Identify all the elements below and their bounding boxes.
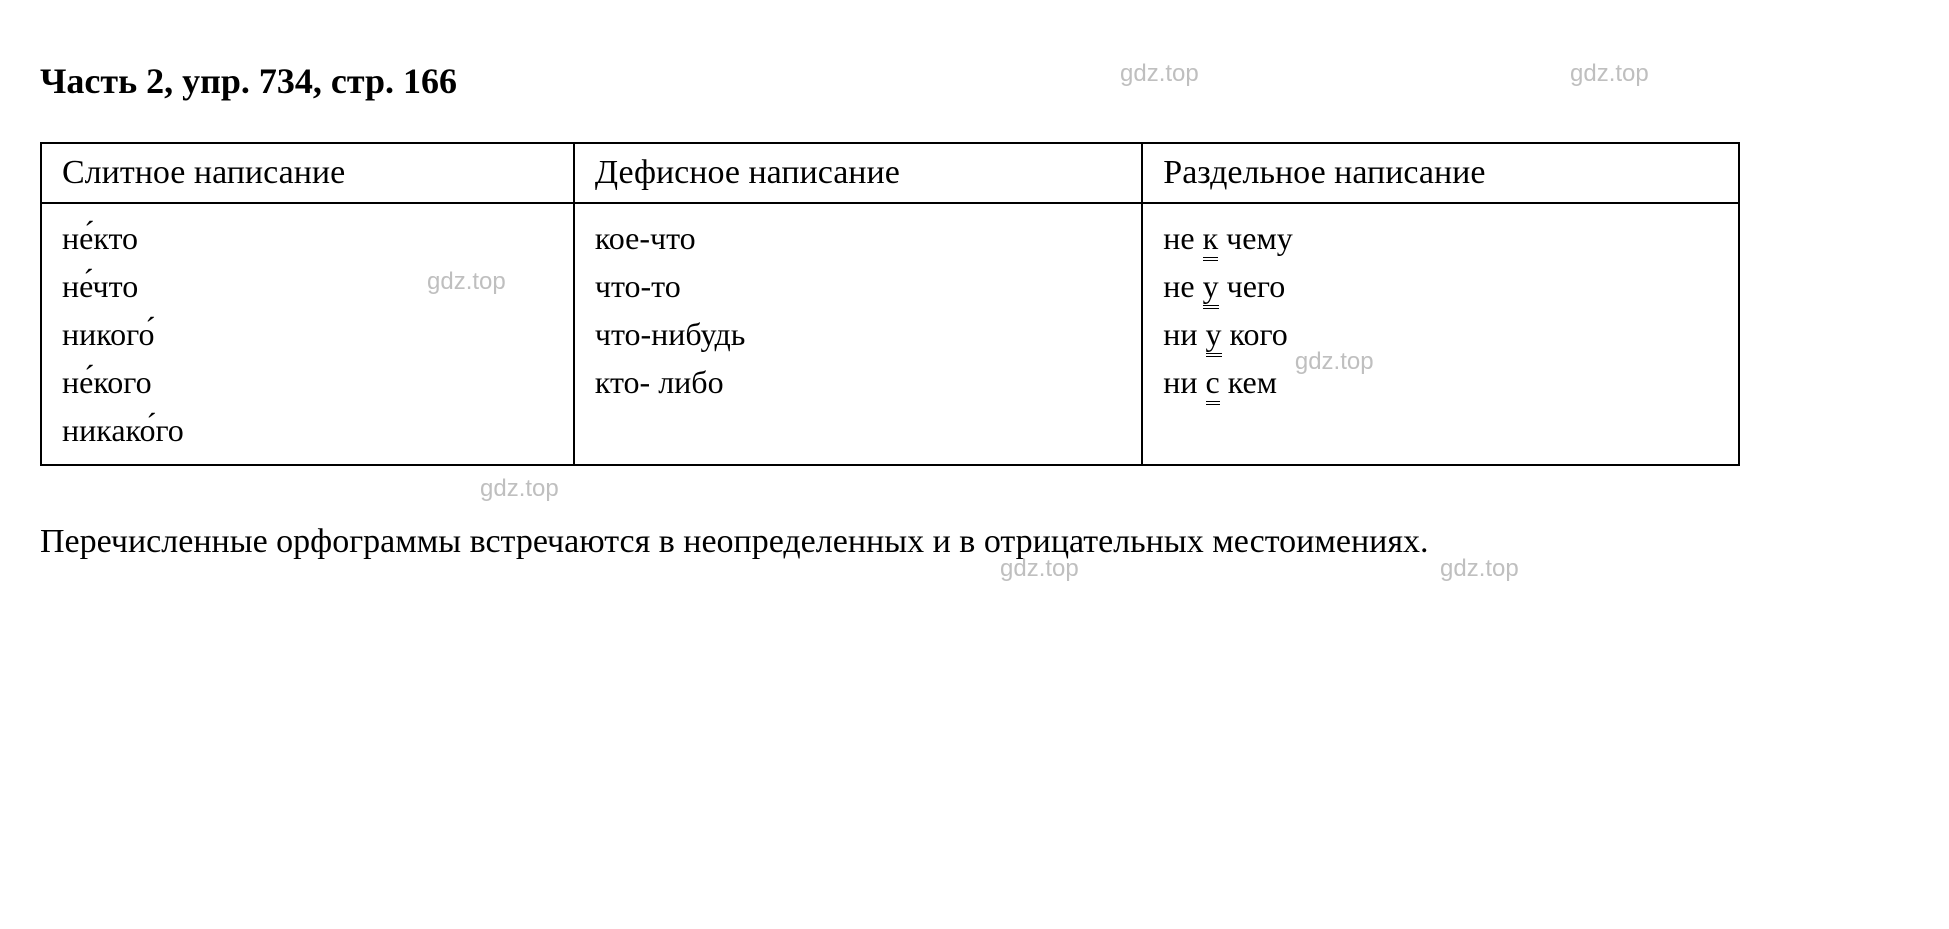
word-line: не к чему [1163,214,1718,262]
text-fragment: н [62,268,79,304]
watermark-footer-0: gdz.top [480,471,559,507]
watermark-cell-1: gdz.top [427,264,506,300]
cell-body: gdz.top нкто нчто никог нкого никакго [62,214,553,454]
accented-e-icon [79,268,92,304]
word-line: нкто [62,214,553,262]
text-fragment: не [1163,220,1202,256]
double-underline: с [1206,364,1220,405]
text-fragment: ни [1163,316,1205,352]
cell-merged: gdz.top нкто нчто никог нкого никакго [41,203,574,465]
word-line: не у чего [1163,262,1718,310]
text-fragment: чего [1219,268,1286,304]
text-fragment: кого [1222,316,1288,352]
watermark-footer-1: gdz.top [1000,551,1079,587]
table-row: gdz.top нкто нчто никог нкого никакго gd… [41,203,1739,465]
heading-row: Часть 2, упр. 734, стр. 166 gdz.top gdz.… [40,60,1740,102]
text-fragment: кто [93,220,138,256]
text-fragment: никак [62,412,139,448]
watermark-footer-2: gdz.top [1440,551,1519,587]
text-fragment: н [62,220,79,256]
cell-hyphen: gdz.top кое-что что-то что-нибудь кто- л… [574,203,1142,465]
footer-text-content: Перечисленные орфограммы встречаются в н… [40,523,1429,560]
cell-body: gdz.top кое-что что-то что-нибудь кто- л… [595,214,1121,406]
text-fragment: кого [93,364,151,400]
text-fragment: кем [1220,364,1277,400]
watermark-top-2: gdz.top [1570,60,1649,88]
text-fragment: ни [1163,364,1205,400]
word-line: никакго [62,406,553,454]
cell-separate: gdz.top не к чему не у чего ни у кого ни… [1142,203,1739,465]
col-header-hyphen: Дефисное написание [574,143,1142,203]
word-line: нкого [62,358,553,406]
text-fragment: не [1163,268,1202,304]
footer-paragraph: gdz.top gdz.top gdz.top Перечисленные ор… [40,516,1740,567]
orthography-table: Слитное написание Дефисное написание Раз… [40,142,1740,466]
double-underline: у [1203,268,1219,309]
col-header-merged: Слитное написание [41,143,574,203]
text-fragment: н [62,364,79,400]
text-fragment: чему [1218,220,1293,256]
word-line: никог [62,310,553,358]
word-line: кто- либо [595,358,1121,406]
cell-body: gdz.top не к чему не у чего ни у кого ни… [1163,214,1718,406]
accented-e-icon [79,220,93,256]
text-fragment: что [93,268,139,304]
word-line: ни с кем [1163,358,1718,406]
double-underline: к [1203,220,1219,261]
text-fragment: никог [62,316,139,352]
word-line: кое-что [595,214,1121,262]
table-header-row: Слитное написание Дефисное написание Раз… [41,143,1739,203]
page-heading: Часть 2, упр. 734, стр. 166 [40,60,457,102]
accented-o-icon [139,412,155,448]
page-content: Часть 2, упр. 734, стр. 166 gdz.top gdz.… [40,60,1740,567]
double-underline: у [1206,316,1222,357]
col-header-separate: Раздельное написание [1142,143,1739,203]
accented-e-icon [79,364,93,400]
word-line: ни у кого [1163,310,1718,358]
word-line: что-то [595,262,1121,310]
accented-o-icon [139,316,155,352]
word-line: что-нибудь [595,310,1121,358]
watermark-top-1: gdz.top [1120,60,1199,88]
text-fragment: го [155,412,183,448]
